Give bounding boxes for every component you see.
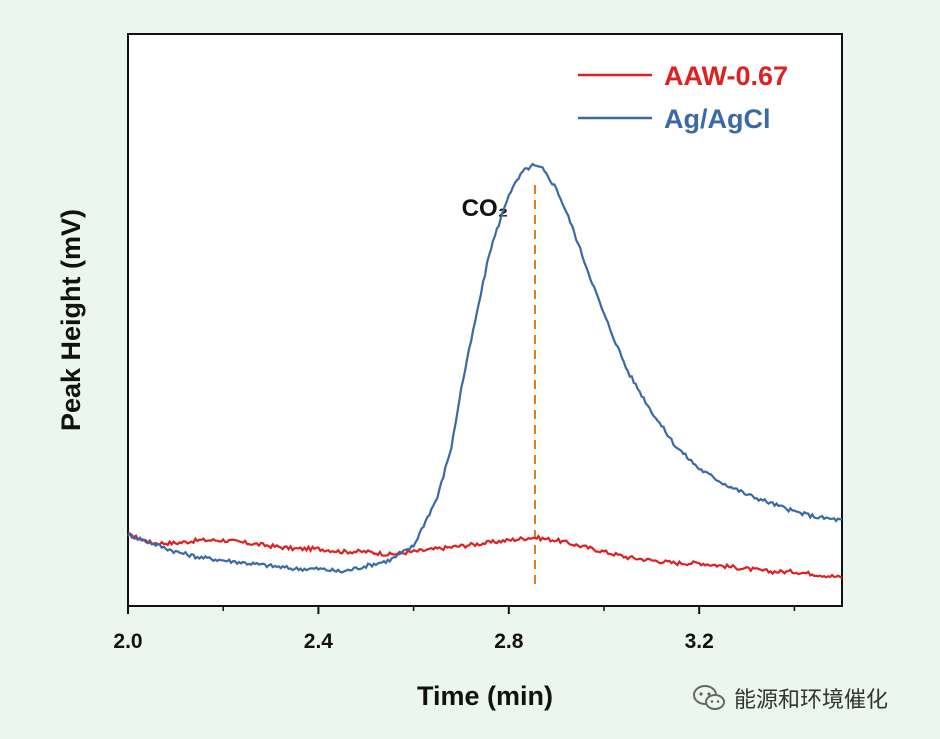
legend-label-agagcl: Ag/AgCl (664, 104, 770, 134)
series-line-0 (127, 531, 843, 580)
x-axis-title: Time (min) (417, 681, 553, 711)
watermark-text: 能源和环境催化 (734, 688, 889, 713)
x-tick-label: 2.8 (494, 630, 524, 653)
watermark: 能源和环境催化 (692, 680, 888, 716)
series-layer (127, 162, 843, 580)
x-tick-label: 2.0 (113, 630, 142, 653)
y-axis-title: Peak Height (mV) (56, 209, 86, 431)
wechat-icon (693, 685, 725, 710)
x-axis-ticks: 2.0 2.4 2.8 3.2 (113, 606, 796, 653)
plot-area (127, 33, 843, 607)
series-line-1 (127, 162, 843, 574)
legend-label-aaw: AAW-0.67 (664, 61, 788, 91)
x-tick-label: 2.4 (304, 630, 334, 653)
legend: AAW-0.67 Ag/AgCl (578, 61, 788, 134)
x-tick-label: 3.2 (685, 630, 714, 653)
